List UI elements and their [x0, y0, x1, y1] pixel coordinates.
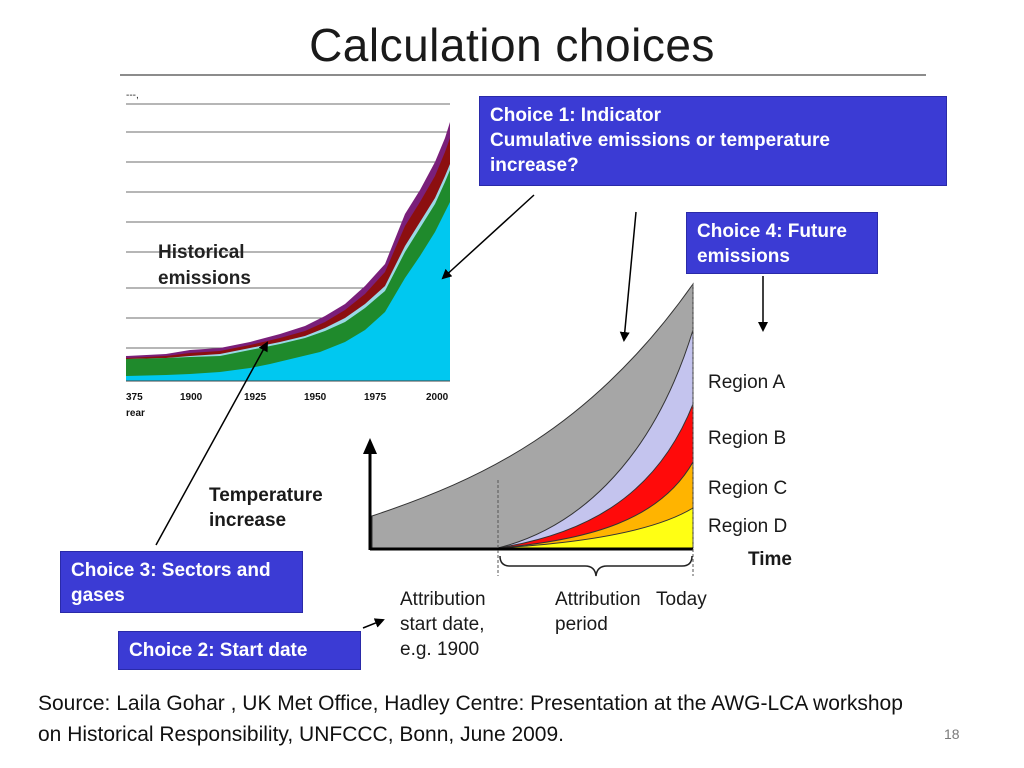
x-tick-label: 1900 [180, 392, 203, 403]
choice-4-line1: Choice 4: Future [697, 221, 847, 242]
attribution-period-line2: period [555, 614, 608, 635]
region-d-area [497, 507, 694, 549]
choice-1-line1: Choice 1: Indicator [490, 105, 662, 126]
choice-1-line3: increase? [490, 155, 579, 176]
historical-label-line1: Historical [158, 242, 245, 263]
historical-emissions-chart: ---, 375 1900 1925 1950 1975 2000 rear H… [126, 90, 450, 419]
attribution-period-brace [499, 555, 693, 577]
source-line1: Source: Laila Gohar , UK Met Office, Had… [38, 692, 903, 715]
attribution-start-label: Attribution start date, e.g. 1900 [400, 587, 486, 662]
attribution-start-line1: Attribution [400, 589, 486, 610]
x-tick-label: 1975 [364, 392, 387, 403]
source-line2: on Historical Responsibility, UNFCCC, Bo… [38, 723, 565, 746]
historical-label-line2: emissions [158, 268, 251, 289]
x-tick-label: 2000 [426, 392, 449, 403]
title-divider [120, 74, 926, 76]
source-citation: Source: Laila Gohar , UK Met Office, Had… [38, 688, 903, 750]
region-d-label: Region D [708, 516, 788, 537]
top-axis-fragment: ---, [126, 90, 139, 101]
attribution-period-label: Attribution period [555, 587, 641, 637]
choice-2-label: Choice 2: Start date [129, 640, 308, 661]
temperature-ylabel: Temperature increase [209, 483, 323, 533]
choice-2-arrow [362, 618, 385, 629]
choice-1-line2: Cumulative emissions or temperature [490, 130, 830, 151]
cyan-base-band [126, 202, 450, 381]
attribution-start-line2: start date, [400, 614, 485, 635]
temperature-ylabel-line2: increase [209, 510, 287, 531]
region-c-label: Region C [708, 478, 788, 499]
choice-1-box: Choice 1: Indicator Cumulative emissions… [479, 96, 947, 186]
choice-3-line2: gases [71, 585, 125, 606]
choice-3-box: Choice 3: Sectors and gases [60, 551, 303, 613]
choice-4-line2: emissions [697, 246, 790, 267]
today-label: Today [656, 589, 707, 610]
choice-3-arrow [155, 341, 268, 546]
x-axis-fragment: rear [126, 408, 145, 419]
region-c-area [497, 460, 694, 549]
choice-3-line1: Choice 3: Sectors and [71, 560, 271, 581]
attribution-period-line1: Attribution [555, 589, 641, 610]
temperature-increase-chart [363, 282, 694, 577]
choice-1-arrow-to-emissions [441, 194, 535, 280]
time-axis-label: Time [748, 549, 793, 570]
x-tick-label: 375 [126, 392, 143, 403]
region-b-label: Region B [708, 428, 787, 449]
x-tick-label: 1925 [244, 392, 267, 403]
page-number: 18 [944, 726, 960, 742]
temperature-ylabel-line1: Temperature [209, 485, 323, 506]
y-axis-arrowhead [363, 438, 377, 454]
choice-1-arrow-to-temperature [619, 211, 637, 342]
choice-4-box: Choice 4: Future emissions [686, 212, 878, 274]
region-a-label: Region A [708, 372, 786, 393]
choice-2-box: Choice 2: Start date [118, 631, 361, 670]
slide-title: Calculation choices [309, 19, 715, 71]
x-tick-label: 1950 [304, 392, 327, 403]
attribution-start-line3: e.g. 1900 [400, 639, 480, 660]
